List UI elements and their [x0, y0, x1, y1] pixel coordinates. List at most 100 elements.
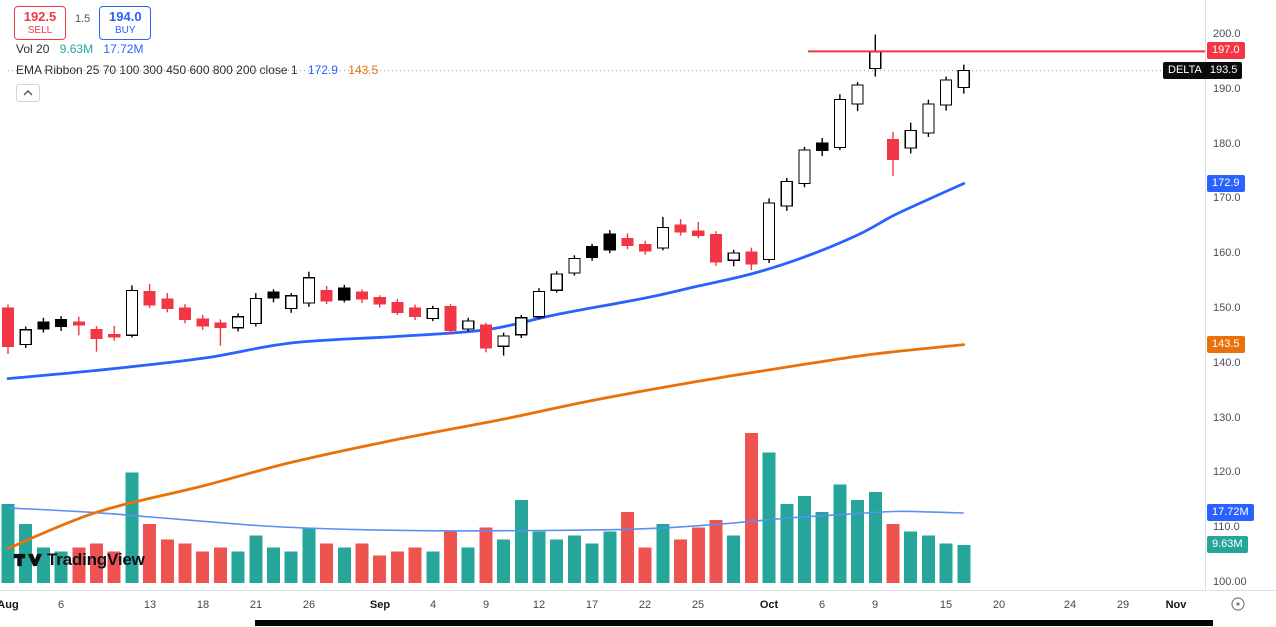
- price-axis[interactable]: 200.0 190.0 180.0 170.0 160.0 150.0 140.0 130.0…: [1205, 0, 1276, 590]
- candle-body: [285, 295, 298, 309]
- time-axis-label: 9: [482, 599, 490, 611]
- bottom-black-bar[interactable]: [255, 620, 1213, 626]
- volume-bar: [868, 492, 882, 583]
- collapse-legend-button[interactable]: [16, 84, 40, 102]
- axis-target-icon[interactable]: [1230, 596, 1246, 612]
- candle-body: [72, 321, 85, 326]
- candle-body: [391, 301, 404, 313]
- chart-canvas: [1, 34, 1205, 584]
- candle-body: [727, 252, 740, 261]
- time-axis-label: 15: [939, 599, 953, 611]
- candle-body: [940, 79, 953, 106]
- time-axis-label: Nov: [1165, 599, 1187, 611]
- volume-bar: [762, 452, 776, 583]
- price-badge-resistance: 197.0: [1207, 42, 1245, 59]
- price-tick-label: 180.0: [1213, 138, 1241, 150]
- candle-body: [869, 51, 882, 69]
- candle-body: [780, 180, 793, 207]
- candle-body: [851, 84, 864, 105]
- price-badge-vol-ma: 17.72M: [1207, 504, 1254, 521]
- sell-price: 192.5: [23, 9, 57, 24]
- sell-button[interactable]: 192.5 SELL: [14, 6, 66, 40]
- tradingview-logo-icon: [13, 553, 42, 567]
- time-axis-label: Sep: [369, 599, 391, 611]
- time-axis-label: 29: [1116, 599, 1130, 611]
- volume-bar: [213, 547, 227, 583]
- candle-body: [232, 316, 245, 329]
- buy-button[interactable]: 194.0 BUY: [99, 6, 152, 40]
- candle-body: [462, 320, 475, 330]
- volume-current-value: 9.63M: [59, 42, 94, 56]
- candle-body: [497, 335, 510, 347]
- candle-body: [55, 318, 68, 328]
- candles: [1, 34, 970, 356]
- time-axis-label: 17: [585, 599, 599, 611]
- ema-fast-value: 172.9: [307, 63, 338, 77]
- candle-body: [692, 230, 705, 237]
- spread-value: 1.5: [75, 13, 91, 25]
- volume-bar: [267, 547, 280, 583]
- candle-body: [586, 245, 599, 259]
- chart-plot-area[interactable]: [0, 0, 1205, 590]
- price-badge-ema-slow: 143.5: [1207, 336, 1245, 353]
- ema-slow-value: 143.5: [348, 63, 379, 77]
- volume-bar: [621, 511, 634, 583]
- candle-body: [603, 233, 616, 251]
- volume-bar: [603, 531, 617, 583]
- candle-body: [426, 307, 439, 319]
- tradingview-logo[interactable]: TradingView: [12, 549, 145, 571]
- time-axis-label: Oct: [759, 599, 779, 611]
- volume-bar: [408, 547, 422, 583]
- indicator-legend: Vol 20 9.63M 17.72M EMA Ribbon 25 70 100…: [16, 42, 378, 102]
- volume-bar: [390, 551, 404, 583]
- time-axis-label: Aug: [0, 599, 19, 611]
- candle-body: [338, 287, 351, 301]
- symbol-label: DELTA: [1168, 64, 1202, 76]
- volume-bars: [1, 432, 971, 584]
- ema-fast-line: [6, 182, 966, 380]
- candle-body: [196, 318, 209, 327]
- candle-body: [19, 329, 32, 346]
- candle-body: [763, 202, 776, 261]
- time-axis-label: 4: [429, 599, 437, 611]
- volume-bar: [886, 523, 900, 584]
- volume-bar: [798, 496, 811, 583]
- candle-body: [161, 298, 174, 309]
- price-badge-symbol-last: DELTA 193.5: [1163, 62, 1243, 79]
- volume-bar: [72, 547, 86, 583]
- volume-bar: [479, 527, 493, 583]
- volume-bar: [957, 545, 971, 583]
- volume-bar: [196, 551, 210, 583]
- candle-body: [957, 70, 970, 89]
- volume-bar: [550, 539, 564, 583]
- volume-ma-line: [7, 507, 964, 532]
- volume-bar: [780, 504, 794, 583]
- candle-body: [355, 291, 369, 300]
- volume-indicator-legend[interactable]: Vol 20 9.63M 17.72M: [16, 42, 378, 56]
- price-tick-label: 110.0: [1213, 521, 1240, 533]
- volume-bar: [514, 500, 528, 583]
- volume-bar: [143, 523, 157, 584]
- volume-bar: [727, 535, 741, 583]
- volume-bar: [426, 551, 440, 583]
- candle-body: [178, 307, 192, 320]
- candle-body: [674, 224, 687, 233]
- candle-body: [833, 99, 846, 148]
- volume-bar: [691, 527, 705, 583]
- candle-body: [532, 290, 546, 318]
- candle-body: [444, 306, 457, 331]
- candle-body: [409, 307, 422, 318]
- volume-ma-value: 17.72M: [103, 42, 144, 56]
- volume-bar: [54, 551, 68, 583]
- price-tick-label: 160.0: [1213, 247, 1241, 259]
- time-axis-label: 13: [143, 599, 157, 611]
- volume-legend-title: Vol 20: [16, 42, 50, 56]
- time-axis-label: 6: [818, 599, 826, 611]
- volume-bar: [656, 523, 670, 584]
- candle-body: [550, 273, 563, 291]
- volume-bar: [249, 535, 263, 583]
- price-badge-ema-fast: 172.9: [1207, 175, 1245, 192]
- ema-ribbon-legend[interactable]: EMA Ribbon 25 70 100 300 450 600 800 200…: [16, 63, 378, 77]
- candle-body: [267, 291, 280, 299]
- volume-bar: [638, 547, 652, 583]
